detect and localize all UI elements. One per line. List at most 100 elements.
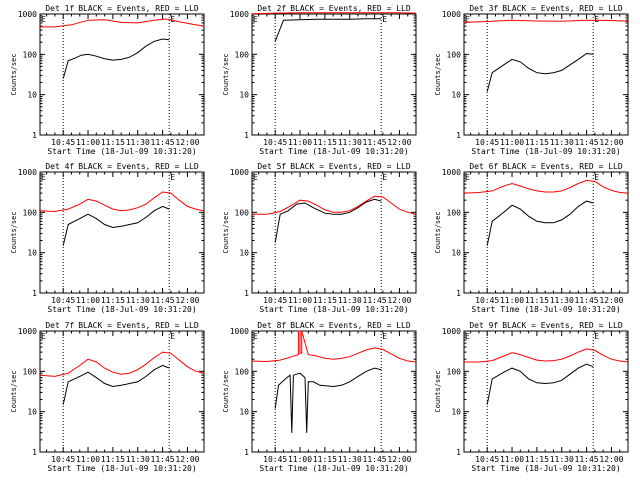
corner-marker-right: E [170, 332, 175, 341]
y-tick-label: 1 [32, 131, 37, 140]
y-tick-label: 1000 [442, 327, 461, 336]
panel-title: Det 2f BLACK = Events, RED = LLD [257, 4, 411, 13]
x-tick-label: 11:00 [288, 455, 312, 464]
corner-marker-right: E [382, 332, 387, 341]
panel-title: Det 5f BLACK = Events, RED = LLD [257, 162, 411, 171]
y-tick-label: 10 [239, 249, 249, 258]
detector-panel: Det 9f BLACK = Events, RED = LLD 1 10 100 100… [434, 321, 629, 473]
y-tick-label: 10 [27, 249, 37, 258]
y-tick-label: 100 [235, 50, 250, 59]
events-series-line [62, 38, 170, 79]
corner-marker-right: E [170, 173, 175, 182]
panel-title-detector: Det 2f [257, 4, 286, 13]
corner-marker-left: E [41, 332, 46, 341]
y-tick-label: 10 [451, 91, 461, 100]
y-tick-label: 1 [456, 448, 461, 457]
plot-frame [251, 330, 417, 453]
detector-panel: Det 3f BLACK = Events, RED = LLD 1 10 100 100… [434, 4, 629, 156]
panel-title-legend-text: BLACK = Events, RED = LLD [502, 321, 623, 330]
panel-title-legend-text: BLACK = Events, RED = LLD [290, 162, 411, 171]
y-axis-label: Counts/sec [10, 53, 18, 95]
x-axis-label: Start Time (18-Jul-09 10:31:20) [471, 305, 620, 314]
x-tick-label: 11:45 [151, 455, 175, 464]
x-tick-label: 11:45 [363, 296, 387, 305]
lld-series-line [251, 330, 417, 363]
x-tick-label: 11:45 [363, 455, 387, 464]
y-tick-label: 1000 [18, 168, 37, 177]
x-tick-label: 11:30 [338, 455, 362, 464]
panel-title-detector: Det 6f [469, 162, 498, 171]
corner-marker-left: E [253, 15, 258, 24]
events-series-line [274, 367, 382, 433]
lld-series-line [251, 12, 417, 15]
plot-frame [39, 13, 205, 136]
x-tick-label: 11:45 [575, 296, 599, 305]
panel-title-legend-text: BLACK = Events, RED = LLD [78, 4, 199, 13]
y-tick-label: 10 [239, 408, 249, 417]
y-axis-label: Counts/sec [10, 370, 18, 412]
events-series-line [486, 52, 594, 92]
panel-title-detector: Det 9f [469, 321, 498, 330]
x-tick-label: 11:45 [575, 138, 599, 147]
panel-title-legend-text: BLACK = Events, RED = LLD [78, 162, 199, 171]
x-tick-label: 12:00 [175, 138, 199, 147]
plot-frame [251, 13, 417, 136]
y-tick-label: 1000 [230, 10, 249, 19]
detector-panel: Det 1f BLACK = Events, RED = LLD 1 10 100 100… [10, 4, 205, 156]
x-tick-label: 11:45 [363, 138, 387, 147]
x-tick-label: 10:45 [475, 296, 499, 305]
y-tick-label: 1000 [442, 168, 461, 177]
y-tick-label: 10 [27, 408, 37, 417]
y-tick-label: 100 [235, 367, 250, 376]
corner-marker-left: E [465, 15, 470, 24]
x-tick-label: 12:00 [387, 455, 411, 464]
x-tick-label: 11:15 [313, 296, 337, 305]
x-tick-label: 11:00 [76, 296, 100, 305]
detector-panel: Det 7f BLACK = Events, RED = LLD 1 10 100 100… [10, 321, 205, 473]
x-tick-label: 11:30 [550, 138, 574, 147]
x-tick-label: 11:00 [288, 138, 312, 147]
x-tick-label: 10:45 [475, 455, 499, 464]
x-axis-label: Start Time (18-Jul-09 10:31:20) [47, 305, 196, 314]
corner-marker-left: E [41, 173, 46, 182]
panel-title: Det 1f BLACK = Events, RED = LLD [45, 4, 199, 13]
y-tick-label: 1 [244, 448, 249, 457]
x-tick-label: 12:00 [599, 296, 623, 305]
plot-frame [39, 171, 205, 294]
x-axis-label: Start Time (18-Jul-09 10:31:20) [47, 464, 196, 473]
panel-title-detector: Det 7f [45, 321, 74, 330]
lld-series-line [39, 351, 205, 377]
y-tick-label: 1000 [18, 10, 37, 19]
y-axis-label: Counts/sec [434, 211, 442, 253]
x-tick-label: 12:00 [599, 138, 623, 147]
panel-title: Det 6f BLACK = Events, RED = LLD [469, 162, 623, 171]
y-axis-label: Counts/sec [434, 370, 442, 412]
x-tick-label: 11:00 [288, 296, 312, 305]
corner-marker-left: E [465, 173, 470, 182]
events-series-line [274, 18, 382, 42]
lld-series-line [39, 191, 205, 213]
corner-marker-left: E [253, 332, 258, 341]
x-axis-label: Start Time (18-Jul-09 10:31:20) [471, 147, 620, 156]
panel-title: Det 4f BLACK = Events, RED = LLD [45, 162, 199, 171]
y-tick-label: 1000 [230, 168, 249, 177]
panel-title-legend-text: BLACK = Events, RED = LLD [290, 321, 411, 330]
x-tick-label: 11:30 [550, 296, 574, 305]
corner-marker-left: E [465, 332, 470, 341]
x-tick-label: 12:00 [387, 138, 411, 147]
y-tick-label: 1 [244, 131, 249, 140]
y-tick-label: 1 [32, 289, 37, 298]
x-tick-label: 11:15 [101, 296, 125, 305]
plot-frame [251, 171, 417, 294]
events-series-line [486, 363, 594, 405]
x-tick-label: 11:00 [76, 455, 100, 464]
detector-panel: Det 5f BLACK = Events, RED = LLD 1 10 100 100… [222, 162, 417, 314]
events-series-line [274, 198, 382, 243]
x-tick-label: 10:45 [475, 138, 499, 147]
y-tick-label: 100 [23, 367, 38, 376]
x-tick-label: 11:00 [500, 296, 524, 305]
y-axis-label: Counts/sec [10, 211, 18, 253]
x-tick-label: 12:00 [175, 455, 199, 464]
panel-title-legend-text: BLACK = Events, RED = LLD [290, 4, 411, 13]
